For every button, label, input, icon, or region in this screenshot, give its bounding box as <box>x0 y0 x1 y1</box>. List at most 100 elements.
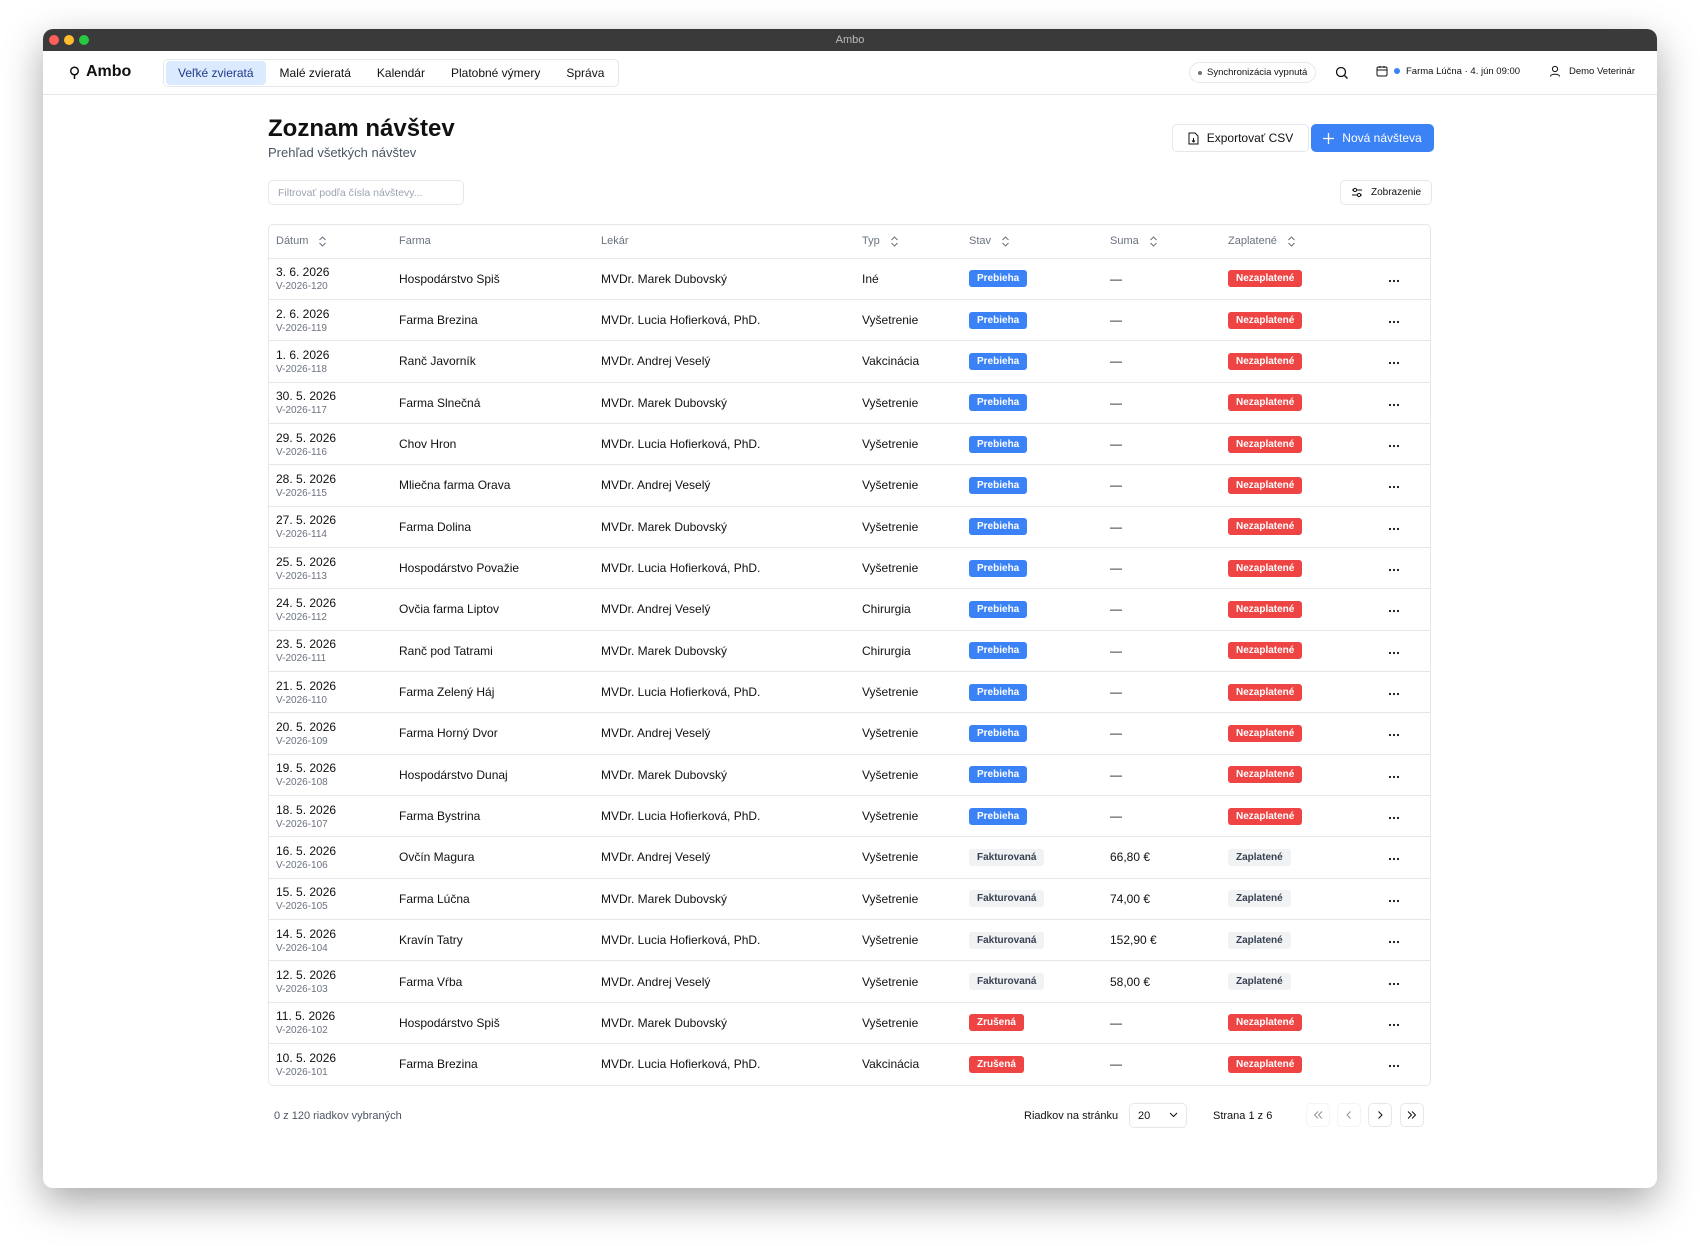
visit-date: 2. 6. 2026 <box>276 306 330 321</box>
export-button[interactable]: Exportovať CSV <box>1172 124 1309 152</box>
amount: — <box>1103 712 1221 755</box>
sort-icon[interactable] <box>1149 236 1158 247</box>
row-actions[interactable] <box>1388 940 1400 944</box>
row-actions[interactable] <box>1388 279 1400 283</box>
vet: MVDr. Lucia Hofierková, PhD. <box>594 546 855 589</box>
amount: — <box>1103 670 1221 713</box>
status-badge: Prebieha <box>969 270 1028 288</box>
row-actions[interactable] <box>1388 1064 1400 1068</box>
row-actions[interactable] <box>1388 857 1400 861</box>
paid-cell: Nezaplatené <box>1221 381 1381 424</box>
next-page-button[interactable] <box>1368 1103 1392 1127</box>
farm: Ovčín Magura <box>392 836 594 879</box>
row-actions[interactable] <box>1388 1023 1400 1027</box>
paid-badge: Nezaplatené <box>1228 683 1303 701</box>
view-button[interactable]: Zobrazenie <box>1340 180 1432 205</box>
sort-icon[interactable] <box>1287 236 1296 247</box>
column-header[interactable]: Zaplatené <box>1221 225 1381 258</box>
search-icon[interactable] <box>1335 66 1349 80</box>
column-label: Dátum <box>276 235 309 248</box>
context-selector[interactable]: Farma Lúčna · 4. jún 09:00 <box>1376 65 1520 77</box>
page-size-select[interactable]: 20 <box>1129 1103 1187 1128</box>
amount: — <box>1103 753 1221 796</box>
visit-id: V-2026-109 <box>276 735 328 747</box>
row-actions[interactable] <box>1388 609 1400 613</box>
paid-badge: Nezaplatené <box>1228 807 1303 825</box>
column-header[interactable]: Suma <box>1103 225 1221 258</box>
row-actions[interactable] <box>1388 733 1400 737</box>
sort-icon[interactable] <box>890 236 899 247</box>
actions-cell <box>1381 1043 1430 1085</box>
paid-badge: Zaplatené <box>1228 973 1291 991</box>
title-bar: Ambo <box>43 29 1657 51</box>
app-window: Ambo Ambo Veľké zvieratá Malé zvieratá Kal… <box>43 29 1657 1188</box>
status-badge: Fakturovaná <box>969 931 1045 949</box>
row-actions[interactable] <box>1388 485 1400 489</box>
row-actions[interactable] <box>1388 899 1400 903</box>
table-row: 3. 6. 2026 V-2026-120 Hospodárstvo Spiš MVD… <box>269 257 1430 300</box>
column-header[interactable]: Typ <box>855 225 962 258</box>
status-cell: Prebieha <box>962 257 1103 300</box>
column-header[interactable]: Stav <box>962 225 1103 258</box>
visit-id: V-2026-105 <box>276 901 328 913</box>
column-header: Farma <box>392 225 594 258</box>
brand[interactable]: Ambo <box>69 63 131 81</box>
row-actions[interactable] <box>1388 982 1400 986</box>
visit-date: 12. 5. 2026 <box>276 968 337 983</box>
first-page-button[interactable] <box>1306 1103 1330 1127</box>
sync-status[interactable]: Synchronizácia vypnutá <box>1189 62 1317 83</box>
visit-id: V-2026-103 <box>276 984 328 996</box>
row-actions[interactable] <box>1388 361 1400 365</box>
row-actions[interactable] <box>1388 527 1400 531</box>
status-cell: Fakturovaná <box>962 960 1103 1003</box>
paid-cell: Nezaplatené <box>1221 794 1381 837</box>
visit-id: V-2026-104 <box>276 942 328 954</box>
date-cell: 15. 5. 2026 V-2026-105 <box>269 877 392 920</box>
column-label: Zaplatené <box>1228 235 1277 248</box>
new-visit-button[interactable]: Nová návšteva <box>1311 124 1434 152</box>
nav-item[interactable]: Kalendár <box>376 66 425 80</box>
row-actions[interactable] <box>1388 775 1400 779</box>
nav-item[interactable]: Platobné výmery <box>450 66 541 80</box>
visit-id: V-2026-102 <box>276 1025 328 1037</box>
visit-date: 19. 5. 2026 <box>276 761 337 776</box>
status-cell: Fakturovaná <box>962 877 1103 920</box>
row-actions[interactable] <box>1388 403 1400 407</box>
paid-badge: Nezaplatené <box>1228 270 1303 288</box>
visit-date: 21. 5. 2026 <box>276 678 337 693</box>
status-cell: Prebieha <box>962 753 1103 796</box>
filter-input[interactable]: Filtrovať podľa čísla návštevy... <box>268 180 464 205</box>
user-menu[interactable]: Demo Veterinár <box>1549 65 1635 77</box>
zoom-button[interactable] <box>79 35 89 45</box>
column-header[interactable]: Dátum <box>269 225 392 258</box>
status-cell: Fakturovaná <box>962 836 1103 879</box>
row-actions[interactable] <box>1388 320 1400 324</box>
sort-icon[interactable] <box>318 236 327 247</box>
sort-icon[interactable] <box>1001 236 1010 247</box>
paid-badge: Nezaplatené <box>1228 724 1303 742</box>
visit-id: V-2026-101 <box>276 1066 328 1078</box>
date-cell: 25. 5. 2026 V-2026-113 <box>269 546 392 589</box>
amount: — <box>1103 257 1221 300</box>
actions-cell <box>1381 1001 1430 1044</box>
date-cell: 21. 5. 2026 V-2026-110 <box>269 670 392 713</box>
row-actions[interactable] <box>1388 816 1400 820</box>
status-badge: Prebieha <box>969 394 1028 412</box>
visit-type: Vyšetrenie <box>855 298 962 341</box>
date-cell: 18. 5. 2026 V-2026-107 <box>269 794 392 837</box>
visit-id: V-2026-106 <box>276 859 328 871</box>
last-page-button[interactable] <box>1400 1103 1424 1127</box>
minimize-button[interactable] <box>64 35 74 45</box>
row-actions[interactable] <box>1388 568 1400 572</box>
row-actions[interactable] <box>1388 444 1400 448</box>
prev-page-button[interactable] <box>1337 1103 1361 1127</box>
visit-id: V-2026-111 <box>276 653 327 665</box>
nav-item[interactable]: Malé zvieratá <box>279 66 351 80</box>
row-actions[interactable] <box>1388 692 1400 696</box>
nav-item[interactable]: Veľké zvieratá <box>166 61 266 85</box>
actions-cell <box>1381 877 1430 920</box>
row-actions[interactable] <box>1388 651 1400 655</box>
user-name: Demo Veterinár <box>1569 65 1636 77</box>
nav-item[interactable]: Správa <box>566 66 605 80</box>
close-button[interactable] <box>49 35 59 45</box>
